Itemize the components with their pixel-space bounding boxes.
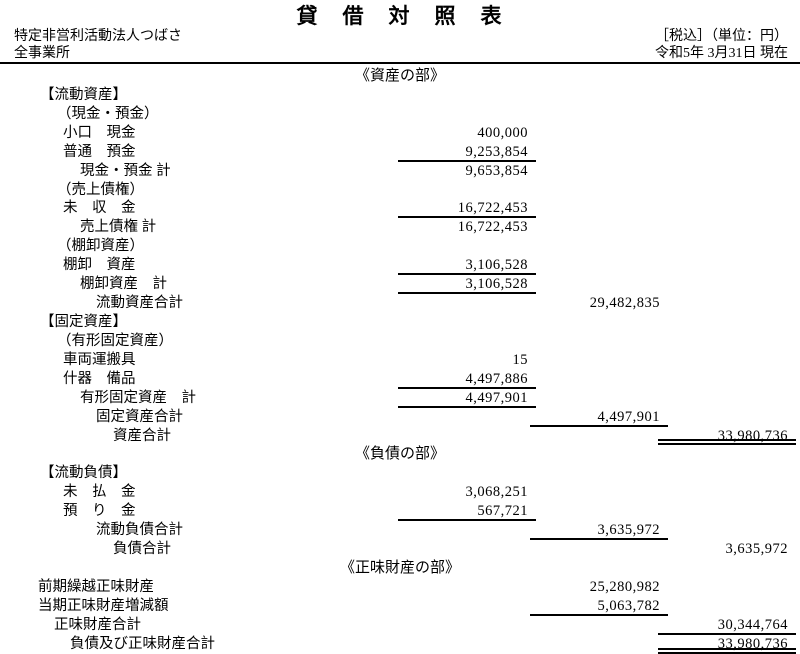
as-of-date: 令和5年 3月31日 現在 xyxy=(655,46,788,61)
account-label: 【流動資産】 xyxy=(40,86,127,103)
account-row: 車両運搬具 15 xyxy=(0,351,800,370)
account-label: 小口 現金 xyxy=(63,124,136,141)
report-meta-left: 特定非営利活動法人つばさ 全事業所 xyxy=(10,28,182,62)
account-row: 負債合計 3,635,972 xyxy=(0,540,800,559)
amount-value: 15 xyxy=(512,351,528,368)
account-label: 当期正味財産増減額 xyxy=(38,597,169,614)
account-label: 什器 備品 xyxy=(63,370,136,387)
balance-sheet-rows: 《資産の部》【流動資産】 （現金・預金） 小口 現金 400,000 普通 預金 9,25… xyxy=(0,67,800,654)
account-row: 当期正味財産増減額 5,063,782 xyxy=(0,597,800,616)
amount-value: 3,068,251 xyxy=(465,484,528,501)
report-header: 貸 借 対 照 表 特定非営利活動法人つばさ 全事業所 ［税込］（単位：円） 令… xyxy=(0,0,800,64)
amount-value: 400,000 xyxy=(477,124,528,141)
account-row: 資産合計 33,980,736 xyxy=(0,427,800,446)
amount-value: 16,722,453 xyxy=(398,199,536,219)
part-heading: 《正味財産の部》 xyxy=(0,559,800,578)
amount-value: 3,635,972 xyxy=(530,521,668,541)
organization-name: 特定非営利活動法人つばさ xyxy=(14,29,182,44)
account-row: 前期繰越正味財産 25,280,982 xyxy=(0,578,800,597)
amount-value: 3,635,972 xyxy=(725,541,788,558)
account-label: 正味財産合計 xyxy=(54,616,141,633)
amount-value: 30,344,764 xyxy=(658,616,796,635)
amount-value: 16,722,453 xyxy=(457,219,528,236)
account-label: 棚卸 資産 xyxy=(63,257,136,274)
account-row: 正味財産合計 30,344,764 xyxy=(0,616,800,635)
account-row: 【流動資産】 xyxy=(0,86,800,105)
account-label: 預 り 金 xyxy=(63,503,136,520)
account-label: 【固定資産】 xyxy=(40,313,127,330)
account-label: 有形固定資産 計 xyxy=(80,389,196,406)
account-row: （棚卸資産） xyxy=(0,237,800,256)
amount-value: 3,106,528 xyxy=(398,256,536,276)
report-meta: 特定非営利活動法人つばさ 全事業所 ［税込］（単位：円） 令和5年 3月31日 … xyxy=(10,28,790,62)
account-label: 未 収 金 xyxy=(63,200,136,217)
account-label: 車両運搬具 xyxy=(63,351,136,368)
account-row: 小口 現金 400,000 xyxy=(0,124,800,143)
document-title: 貸 借 対 照 表 xyxy=(296,4,504,28)
account-row: 普通 預金 9,253,854 xyxy=(0,143,800,162)
report-meta-right: ［税込］（単位：円） 令和5年 3月31日 現在 xyxy=(655,28,790,62)
account-label: 売上債権 計 xyxy=(80,219,157,236)
office-name: 全事業所 xyxy=(14,46,70,61)
part-heading: 《資産の部》 xyxy=(0,67,800,86)
account-label: 未 払 金 xyxy=(63,484,136,501)
account-row: 流動資産合計 29,482,835 xyxy=(0,294,800,313)
amount-value: 3,106,528 xyxy=(398,275,536,295)
amount-value: 567,721 xyxy=(398,502,536,522)
account-row: 固定資産合計 4,497,901 xyxy=(0,408,800,427)
amount-value: 9,253,854 xyxy=(398,143,536,162)
account-row: （売上債権） xyxy=(0,181,800,200)
account-label: （現金・預金） xyxy=(57,105,159,122)
amount-value: 4,497,886 xyxy=(398,370,536,389)
account-row: 売上債権 計 16,722,453 xyxy=(0,218,800,237)
account-label: 流動資産合計 xyxy=(96,295,183,312)
account-row: 未 収 金 16,722,453 xyxy=(0,199,800,219)
account-label: 前期繰越正味財産 xyxy=(38,578,154,595)
account-label: （棚卸資産） xyxy=(57,238,144,255)
account-label: 資産合計 xyxy=(113,427,171,444)
part-heading: 《負債の部》 xyxy=(0,445,800,464)
amount-value: 5,063,782 xyxy=(530,597,668,616)
account-label: 現金・預金 計 xyxy=(80,162,171,179)
account-label: 棚卸資産 計 xyxy=(80,276,167,293)
part-heading-label: 《資産の部》 xyxy=(354,68,445,84)
account-row: 【流動負債】 xyxy=(0,464,800,483)
account-label: 普通 預金 xyxy=(63,143,136,160)
amount-value: 9,653,854 xyxy=(465,162,528,179)
account-label: 【流動負債】 xyxy=(40,465,127,482)
account-row: 什器 備品 4,497,886 xyxy=(0,370,800,389)
account-label: 流動負債合計 xyxy=(96,522,183,539)
amount-value: 4,497,901 xyxy=(398,389,536,408)
account-label: （売上債権） xyxy=(57,181,144,198)
account-row: 未 払 金 3,068,251 xyxy=(0,483,800,502)
amount-value: 29,482,835 xyxy=(589,295,660,312)
account-label: （有形固定資産） xyxy=(57,332,173,349)
account-row: 【固定資産】 xyxy=(0,313,800,332)
account-row: 有形固定資産 計 4,497,901 xyxy=(0,389,800,408)
account-row: （有形固定資産） xyxy=(0,332,800,351)
amount-value: 25,280,982 xyxy=(589,578,660,595)
account-label: 負債合計 xyxy=(113,541,171,558)
part-heading-label: 《負債の部》 xyxy=(354,446,445,463)
amount-value: 4,497,901 xyxy=(530,408,668,427)
tax-unit-note: ［税込］（単位：円） xyxy=(655,29,788,44)
account-row: 預 り 金 567,721 xyxy=(0,502,800,522)
account-label: 負債及び正味財産合計 xyxy=(70,635,215,652)
account-row: 棚卸資産 計 3,106,528 xyxy=(0,275,800,295)
account-label: 固定資産合計 xyxy=(96,408,183,425)
amount-value: 33,980,736 xyxy=(658,427,796,446)
part-heading-label: 《正味財産の部》 xyxy=(339,559,460,576)
account-row: 現金・預金 計 9,653,854 xyxy=(0,162,800,181)
account-row: （現金・預金） xyxy=(0,105,800,124)
account-row: 負債及び正味財産合計 33,980,736 xyxy=(0,635,800,654)
account-row: 棚卸 資産 3,106,528 xyxy=(0,256,800,276)
account-row: 流動負債合計 3,635,972 xyxy=(0,521,800,541)
amount-value: 33,980,736 xyxy=(658,635,796,654)
